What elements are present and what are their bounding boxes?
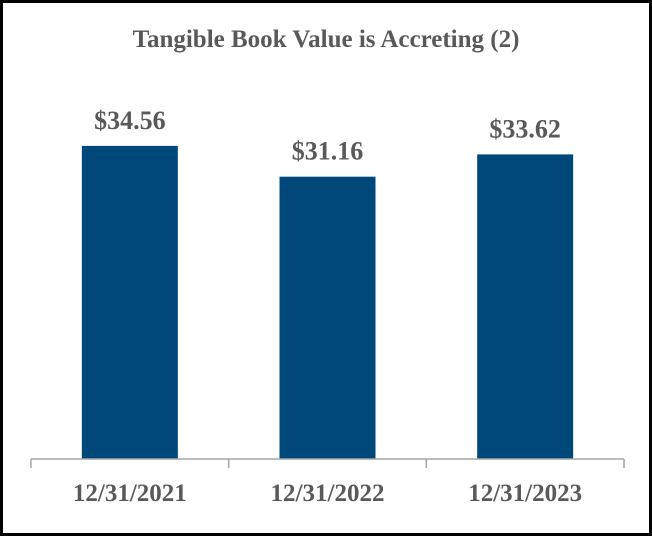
- bar: [477, 154, 574, 459]
- chart-title: Tangible Book Value is Accreting (2): [132, 26, 520, 53]
- bar-value-label: $31.16: [292, 137, 364, 166]
- x-tick-label: 12/31/2023: [468, 480, 582, 507]
- x-axis-ticks: [30, 459, 625, 468]
- x-tick-label: 12/31/2022: [271, 480, 385, 507]
- bar-value-label: $34.56: [94, 106, 166, 135]
- bar-value-label: $33.62: [489, 114, 561, 143]
- bar: [81, 145, 178, 459]
- x-axis-tick-labels: 12/31/2021 12/31/2022 12/31/2023: [73, 480, 582, 507]
- x-tick-label: 12/31/2021: [73, 480, 187, 507]
- bars-group: [81, 145, 574, 459]
- value-labels-group: $34.56 $31.16 $33.62: [94, 106, 561, 166]
- bar: [279, 176, 376, 459]
